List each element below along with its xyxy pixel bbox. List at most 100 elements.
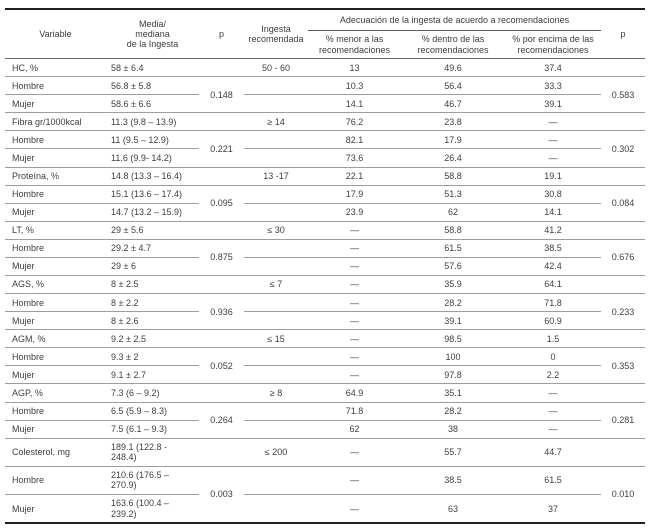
pct-menor-cell: 14.1: [308, 94, 401, 114]
pct-encima-cell: —: [505, 148, 602, 168]
subgroup-label-cell: Hombre: [5, 466, 106, 495]
media-value-cell: 9.1 ± 2.7: [106, 365, 199, 385]
pct-menor-cell: 76.2: [308, 112, 401, 132]
table-row: Hombre 56.8 ± 5.8 0.148 10.3 56.4 33.3 0.583: [5, 76, 646, 114]
p-right-value-cell: 0.302: [601, 130, 646, 168]
media-value-cell: 7.5 (6.1 – 9.3): [106, 420, 199, 439]
pct-encima-cell: 2.2: [505, 365, 602, 385]
ingesta-recomendada-cell: [244, 466, 308, 495]
pct-encima-cell: 64.1: [505, 275, 602, 295]
pct-dentro-cell: 26.4: [401, 148, 505, 168]
subgroup-label-cell: Mujer: [5, 148, 106, 168]
ingesta-recomendada-cell: [244, 185, 308, 204]
table-row: Mujer 163.6 (100.4 – 239.2) —63 37: [5, 494, 645, 524]
media-value-cell: 210.6 (176.5 – 270.9): [106, 466, 199, 495]
pct-menor-cell: 62: [308, 420, 401, 439]
table-row: Mujer 7.5 (6.1 – 9.3) 62 38—: [5, 420, 645, 439]
col-header-variable: Variable: [5, 9, 106, 60]
p-left-empty-cell: [199, 275, 244, 295]
table-row: AGP, % 7.3 (6 – 9.2) ≥ 8 64.9 35.1—: [5, 383, 646, 403]
pct-menor-cell: —: [308, 365, 401, 385]
subgroup-label-cell: Mujer: [5, 365, 106, 385]
pct-dentro-cell: 39.1: [401, 311, 505, 331]
ingesta-recomendada-cell: ≤ 15: [244, 329, 308, 349]
variable-name-cell: Fibra gr/1000kcal: [5, 112, 106, 132]
col-header-p-right: p: [601, 9, 646, 60]
table-row: AGM, % 9.2 ± 2.5 ≤ 15—98.5 1.5: [5, 329, 646, 349]
pct-menor-cell: 71.8: [308, 402, 401, 421]
p-right-empty-cell: [601, 112, 646, 132]
media-value-cell: 58.6 ± 6.6: [106, 94, 199, 114]
subgroup-label-cell: Hombre: [5, 347, 106, 367]
ingesta-recomendada-cell: [244, 311, 308, 331]
pct-menor-cell: —: [308, 329, 401, 349]
p-right-empty-cell: [601, 329, 646, 349]
subgroup-label-cell: Mujer: [5, 311, 106, 331]
p-left-value-cell: 0.264: [199, 402, 244, 439]
p-left-empty-cell: [199, 438, 244, 467]
table-row: AGS, % 8 ± 2.5 ≤ 7—35.9 64.1: [5, 275, 646, 295]
subgroup-label-cell: Mujer: [5, 494, 106, 524]
p-right-value-cell: 0.084: [601, 185, 646, 222]
pct-dentro-cell: 35.9: [401, 275, 505, 295]
col-header-media: Media/ mediana de la Ingesta: [106, 9, 199, 60]
ingesta-recomendada-cell: 13 -17: [244, 167, 308, 186]
pct-menor-cell: —: [308, 347, 401, 367]
media-value-cell: 11.6 (9.9- 14.2): [106, 148, 199, 168]
col-header-encima: % por encima de las recomendaciones: [505, 30, 602, 60]
pct-dentro-cell: 49.6: [401, 58, 505, 78]
p-right-empty-cell: [601, 438, 646, 467]
p-left-value-cell: 0.148: [199, 76, 244, 114]
adequacy-table: Variable Media/ mediana de la Ingesta p …: [5, 8, 646, 525]
subgroup-label-cell: Hombre: [5, 130, 106, 150]
pct-dentro-cell: 56.4: [401, 76, 505, 96]
table-row: Hombre 210.6 (176.5 – 270.9) 0.003 —38.5 61.…: [5, 466, 646, 524]
pct-encima-cell: —: [505, 420, 602, 439]
ingesta-recomendada-cell: [244, 130, 308, 150]
p-right-empty-cell: [601, 167, 646, 186]
ingesta-recomendada-cell: [244, 347, 308, 367]
media-value-cell: 163.6 (100.4 – 239.2): [106, 494, 199, 524]
pct-dentro-cell: 55.7: [401, 438, 505, 467]
ingesta-recomendada-cell: [244, 293, 308, 313]
pct-dentro-cell: 23.8: [401, 112, 505, 132]
subgroup-label-cell: Hombre: [5, 402, 106, 421]
p-left-value-cell: 0.936: [199, 293, 244, 331]
pct-dentro-cell: 51.3: [401, 185, 505, 204]
p-left-value-cell: 0.052: [199, 347, 244, 385]
p-left-value-cell: 0.875: [199, 239, 244, 276]
media-value-cell: 29 ± 5.6: [106, 221, 199, 240]
media-value-cell: 58 ± 6.4: [106, 58, 199, 78]
variable-name-cell: AGM, %: [5, 329, 106, 349]
p-left-empty-cell: [199, 221, 244, 240]
table-row: Mujer 9.1 ± 2.7 —97.8 2.2: [5, 365, 645, 385]
pct-menor-cell: —: [308, 311, 401, 331]
ingesta-recomendada-cell: [244, 420, 308, 439]
p-left-value-cell: 0.095: [199, 185, 244, 222]
media-value-cell: 8 ± 2.2: [106, 293, 199, 313]
table-row: LT, % 29 ± 5.6 ≤ 30—58.8 41.2: [5, 221, 646, 240]
table-row: Mujer 8 ± 2.6 —39.1 60.9: [5, 311, 645, 331]
p-right-value-cell: 0.281: [601, 402, 646, 439]
ingesta-recomendada-cell: [244, 494, 308, 524]
variable-name-cell: HC, %: [5, 58, 106, 78]
media-value-cell: 14.7 (13.2 – 15.9): [106, 203, 199, 222]
table-row: Colesterol, mg 189.1 (122.8 - 248.4) ≤ 200…: [5, 438, 646, 467]
pct-dentro-cell: 100: [401, 347, 505, 367]
pct-menor-cell: 23.9: [308, 203, 401, 222]
media-value-cell: 29.2 ± 4.7: [106, 239, 199, 258]
variable-name-cell: AGP, %: [5, 383, 106, 403]
p-right-value-cell: 0.676: [601, 239, 646, 276]
variable-name-cell: Proteína, %: [5, 167, 106, 186]
pct-menor-cell: —: [308, 494, 401, 524]
pct-dentro-cell: 98.5: [401, 329, 505, 349]
ingesta-recomendada-cell: [244, 402, 308, 421]
pct-dentro-cell: 46.7: [401, 94, 505, 114]
p-left-empty-cell: [199, 383, 244, 403]
pct-dentro-cell: 17.9: [401, 130, 505, 150]
pct-encima-cell: 60.9: [505, 311, 602, 331]
table-row: Proteína, % 14.8 (13.3 – 16.4) 13 -17 22.1 5…: [5, 167, 646, 186]
pct-menor-cell: 64.9: [308, 383, 401, 403]
variable-name-cell: LT, %: [5, 221, 106, 240]
